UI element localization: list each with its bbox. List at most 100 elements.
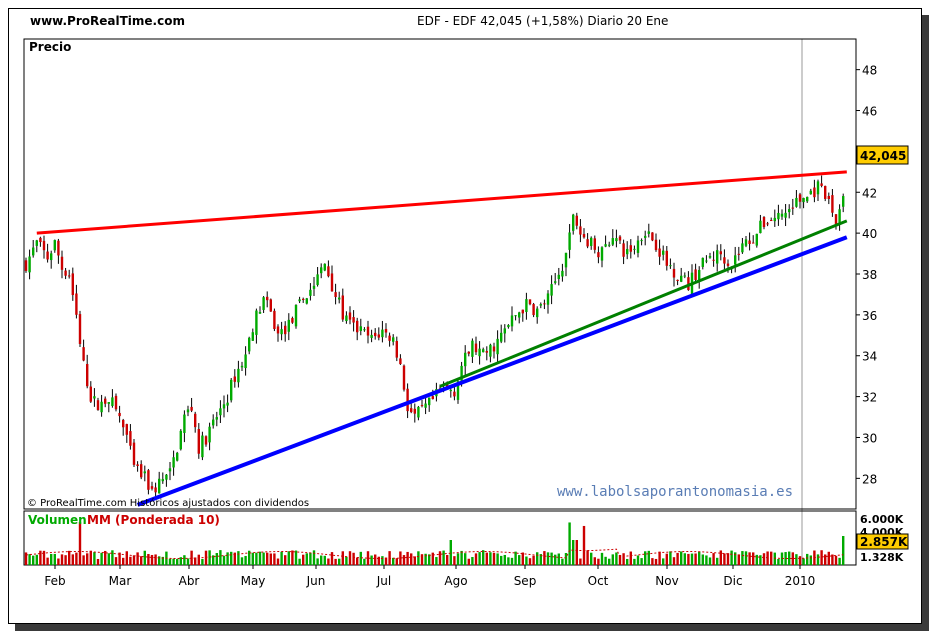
candle-body [748,240,751,244]
candle-body [100,401,103,413]
candle-body [352,317,355,323]
candle-body [60,256,64,270]
candle-body [734,255,737,265]
candle-body [590,237,593,246]
volume-bar [683,553,686,565]
volume-bar [176,558,179,565]
volume-bar [608,558,611,565]
candle-body [708,256,712,258]
volume-bar [492,552,496,565]
volume-bar [611,554,614,565]
volume-bar [327,558,330,565]
volume-bar [582,525,586,565]
volume-bar [316,558,319,565]
candle-body [478,348,481,357]
volume-bar [453,556,456,565]
copyright-note: © ProRealTime.com Históricos ajustados c… [27,497,309,509]
candle-body [633,248,636,250]
candle-body [755,233,758,246]
volume-bar [154,554,157,565]
candle-body [158,478,161,494]
volume-tick-low: 1.328K [860,551,904,564]
volume-bar [366,551,370,565]
volume-bar [755,554,758,565]
candle-body [521,309,524,314]
y-tick-label: 42 [862,186,877,200]
volume-bar [363,558,366,565]
candle-body [629,245,632,252]
volume-bar [273,553,276,565]
candle-body [356,320,359,333]
volume-bar [636,555,640,565]
candle-body [334,292,337,298]
candle-body [266,296,269,301]
candle-body [395,340,398,358]
candle-body [381,329,384,338]
volume-bars [24,522,845,565]
volume-bar [496,553,499,565]
candle-body [759,220,762,234]
axes: 2830323436384042444648FebMarAbrMayJunJul… [44,64,877,588]
candle-body [824,185,827,199]
candle-body [226,402,229,406]
volume-bar [640,558,643,565]
x-tick-label: May [241,574,266,588]
last-price-badge: 42,045 [856,145,909,165]
candle-body [122,419,125,428]
volume-bar [32,555,35,565]
x-tick-label: Sep [514,574,537,588]
volume-tick-top: 6.000K [860,513,904,526]
candle-body [496,338,499,355]
volume-bar [824,554,827,565]
volume-bar [255,552,258,565]
candle-body [93,396,96,399]
candle-body [500,332,503,342]
y-tick-label: 32 [862,391,877,405]
trendline-soporte-azul [136,235,848,507]
candle-body [658,248,661,257]
candle-body [705,260,708,262]
volume-bar [24,552,28,565]
candle-body [71,273,74,296]
candle-body [615,238,618,242]
candle-body [82,347,85,361]
volume-bar [604,556,607,565]
candle-body [431,396,434,400]
candle-body [780,213,784,217]
volume-ma-label: MM (Ponderada 10) [87,513,220,527]
volume-bar [424,553,427,565]
volume-bar [802,558,805,565]
candle-body [345,315,348,322]
volume-bar [370,555,373,565]
volume-bar [791,552,794,565]
candle-body [554,281,557,283]
candle-body [190,406,193,411]
volume-bar [212,555,215,565]
volume-bar [266,552,269,565]
volume-bar [244,555,247,565]
volume-bar [64,555,67,565]
candle-body [662,250,665,255]
candle-body [330,273,334,292]
volume-bar [759,555,762,565]
candle-body [712,259,715,261]
y-tick-label: 48 [862,64,877,78]
volume-bar [161,556,164,565]
volume-bar [748,552,751,565]
candle-body [532,304,535,316]
candle-body [363,329,366,331]
candle-body [341,295,344,320]
y-tick-label: 28 [862,472,877,486]
y-tick-label: 30 [862,431,877,445]
volume-bar [597,558,600,565]
candle-body [766,223,769,225]
volume-bar [309,552,312,565]
volume-bar [89,550,92,565]
candle-body [258,312,262,314]
volume-bar [204,550,208,565]
candle-body [212,419,215,426]
candle-body [377,334,380,338]
volume-bar [716,557,719,565]
volume-bar [744,551,748,565]
candle-body [474,343,478,353]
